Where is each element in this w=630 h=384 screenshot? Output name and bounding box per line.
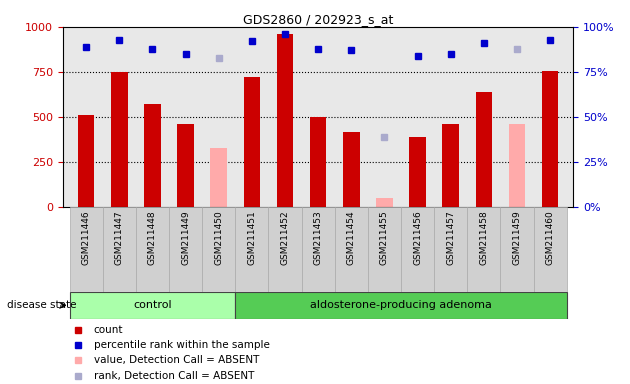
Text: GSM211448: GSM211448	[148, 210, 157, 265]
Bar	[376, 198, 392, 207]
Bar	[244, 78, 260, 207]
Bar	[434, 207, 467, 292]
Text: GSM211449: GSM211449	[181, 210, 190, 265]
Text: percentile rank within the sample: percentile rank within the sample	[94, 340, 270, 350]
Bar	[169, 207, 202, 292]
Bar	[442, 124, 459, 207]
Text: GSM211451: GSM211451	[248, 210, 256, 265]
Bar	[70, 292, 236, 319]
Text: disease state: disease state	[7, 300, 76, 310]
Bar	[277, 34, 294, 207]
Bar	[236, 207, 268, 292]
Bar	[410, 137, 426, 207]
Bar	[268, 207, 302, 292]
Bar	[467, 207, 500, 292]
Text: GSM211457: GSM211457	[446, 210, 455, 265]
Bar	[500, 207, 534, 292]
Bar	[177, 124, 194, 207]
Bar	[368, 207, 401, 292]
Bar	[136, 207, 169, 292]
Text: control: control	[133, 300, 172, 310]
Text: GSM211454: GSM211454	[346, 210, 356, 265]
Text: GSM211458: GSM211458	[479, 210, 488, 265]
Text: GSM211456: GSM211456	[413, 210, 422, 265]
Bar	[542, 71, 558, 207]
Bar	[210, 148, 227, 207]
Text: GSM211447: GSM211447	[115, 210, 124, 265]
Bar	[202, 207, 236, 292]
Bar	[78, 115, 94, 207]
Bar	[236, 292, 566, 319]
Bar	[335, 207, 368, 292]
Bar	[508, 124, 525, 207]
Text: aldosterone-producing adenoma: aldosterone-producing adenoma	[310, 300, 492, 310]
Bar	[343, 132, 360, 207]
Title: GDS2860 / 202923_s_at: GDS2860 / 202923_s_at	[243, 13, 393, 26]
Bar	[310, 117, 326, 207]
Bar	[302, 207, 335, 292]
Text: value, Detection Call = ABSENT: value, Detection Call = ABSENT	[94, 356, 259, 366]
Text: GSM211446: GSM211446	[82, 210, 91, 265]
Bar	[103, 207, 136, 292]
Text: count: count	[94, 325, 123, 335]
Text: GSM211450: GSM211450	[214, 210, 223, 265]
Text: GSM211453: GSM211453	[314, 210, 323, 265]
Bar	[70, 207, 103, 292]
Text: GSM211455: GSM211455	[380, 210, 389, 265]
Text: rank, Detection Call = ABSENT: rank, Detection Call = ABSENT	[94, 371, 254, 381]
Bar	[111, 72, 128, 207]
Bar	[476, 92, 492, 207]
Bar	[144, 104, 161, 207]
Bar	[401, 207, 434, 292]
Text: GSM211459: GSM211459	[512, 210, 522, 265]
Bar	[534, 207, 566, 292]
Text: GSM211452: GSM211452	[280, 210, 290, 265]
Text: GSM211460: GSM211460	[546, 210, 554, 265]
